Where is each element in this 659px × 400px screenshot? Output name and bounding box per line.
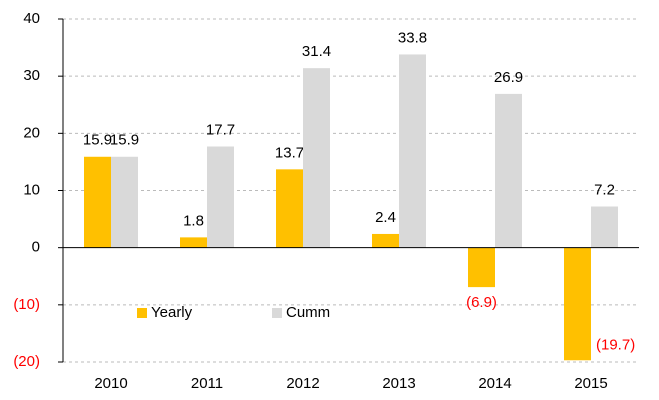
bar: [468, 247, 495, 288]
y-tick-label: 0: [32, 239, 40, 256]
bar: [591, 206, 618, 248]
value-label: 31.4: [302, 43, 331, 60]
bar: [303, 68, 330, 248]
y-tick-label: 40: [23, 10, 40, 27]
value-label: 17.7: [206, 121, 235, 138]
legend-swatch: [137, 308, 147, 318]
x-tick-label: 2014: [478, 375, 511, 392]
legend-label: Cumm: [286, 304, 330, 321]
value-label: (6.9): [466, 294, 497, 311]
value-label: 33.8: [398, 29, 427, 46]
x-tick-label: 2011: [191, 375, 223, 392]
value-label: 2.4: [375, 209, 396, 226]
bar: [276, 169, 303, 248]
x-tick-label: 2013: [382, 375, 415, 392]
value-label: 15.9: [83, 132, 112, 149]
bar: [564, 247, 591, 361]
y-tick-label: (20): [13, 353, 40, 370]
y-tick-label: (10): [13, 296, 40, 313]
value-label: 7.2: [594, 181, 615, 198]
value-label: (19.7): [596, 336, 635, 353]
x-tick-label: 2012: [286, 375, 319, 392]
y-tick-label: 20: [23, 124, 40, 141]
legend-label: Yearly: [151, 304, 193, 321]
value-label: 26.9: [494, 69, 523, 86]
x-tick-label: 2010: [94, 375, 127, 392]
bar: [84, 156, 111, 248]
bar: [495, 93, 522, 248]
value-label: 15.9: [110, 132, 139, 149]
bar: [111, 156, 138, 248]
bar: [399, 54, 426, 248]
x-tick-label: 2015: [574, 375, 607, 392]
value-label: 1.8: [183, 212, 204, 229]
bar: [207, 146, 234, 248]
y-tick-label: 10: [23, 181, 40, 198]
value-label: 13.7: [275, 144, 304, 161]
legend-swatch: [272, 308, 282, 318]
y-tick-label: 30: [23, 67, 40, 84]
bar: [372, 233, 399, 248]
bar: [180, 237, 207, 248]
